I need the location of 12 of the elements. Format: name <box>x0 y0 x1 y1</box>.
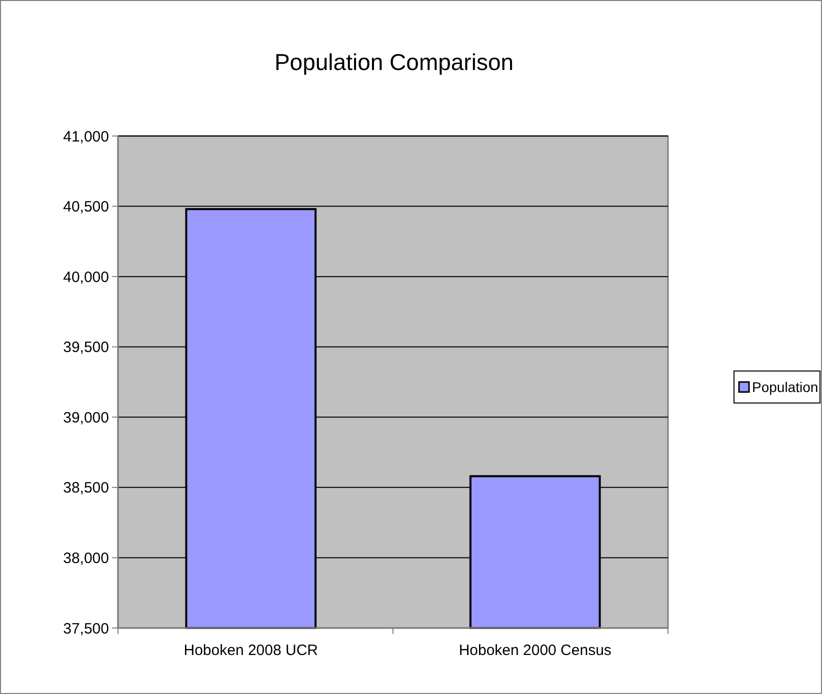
chart-title: Population Comparison <box>274 49 514 75</box>
x-tick-label: Hoboken 2000 Census <box>458 642 612 659</box>
legend-label: Population <box>752 378 818 395</box>
y-tick-label: 39,000 <box>63 409 109 426</box>
y-tick-label: 38,500 <box>63 480 109 497</box>
y-tick-label: 37,500 <box>63 620 109 638</box>
y-tick-label: 40,500 <box>63 198 109 216</box>
y-tick-label: 40,000 <box>63 268 109 286</box>
y-tick-label: 41,000 <box>63 128 109 146</box>
x-tick-label: Hoboken 2008 UCR <box>184 642 318 659</box>
y-tick-label: 38,000 <box>63 550 109 567</box>
y-tick-label: 39,500 <box>63 339 109 356</box>
